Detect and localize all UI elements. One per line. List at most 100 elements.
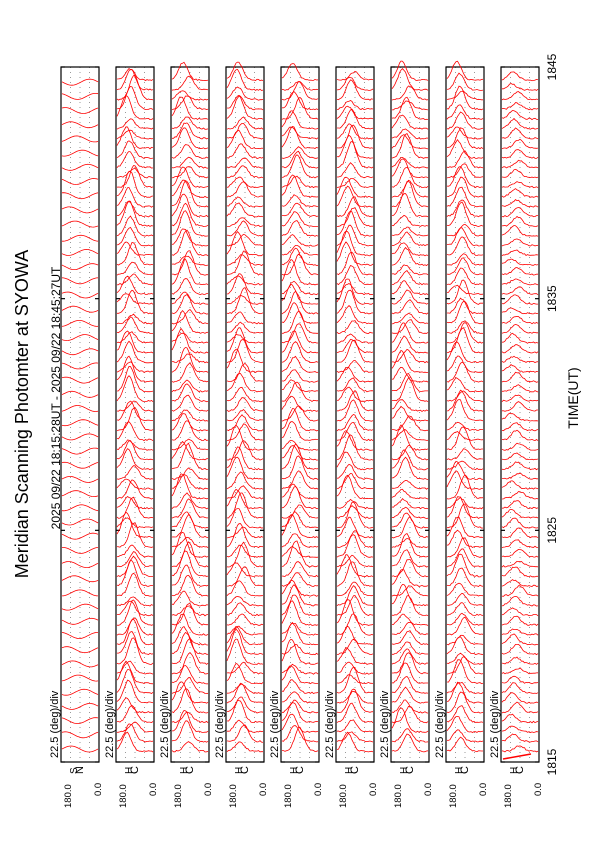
trace-line (281, 485, 319, 510)
trace-line (171, 438, 209, 451)
trace-line (171, 96, 209, 121)
trace-line (61, 745, 99, 753)
trace-line (501, 579, 539, 587)
trace-line (116, 697, 154, 714)
trace-line (116, 170, 154, 198)
trace-line (446, 300, 484, 325)
trace-line (226, 362, 264, 382)
trace-line (391, 214, 429, 227)
trace-line (336, 333, 374, 344)
trace-line (171, 383, 209, 403)
trace-line (336, 451, 374, 471)
trace-line (116, 375, 154, 403)
trace-line (172, 122, 209, 140)
trace-line (336, 320, 374, 335)
trace-line (116, 330, 154, 354)
trace-line (446, 681, 484, 704)
trace-line (171, 202, 209, 228)
trace-line (116, 555, 153, 577)
trace-line (171, 550, 209, 577)
panel-traces (501, 71, 539, 760)
trace-line (391, 707, 429, 733)
trace-line (336, 731, 374, 743)
trace-line (501, 315, 539, 325)
trace-line (446, 138, 484, 159)
panel-2: 22.5 (deg)/div 180.0 0.0 CH (104, 66, 159, 808)
trace-line (61, 121, 99, 129)
trace-line (391, 699, 429, 714)
trace-line (116, 440, 154, 461)
trace-line (171, 590, 209, 607)
panel-traces (336, 70, 374, 753)
x-tick-label: 1815 (545, 748, 559, 775)
trace-line (61, 561, 99, 569)
trace-line (281, 146, 319, 159)
trace-line (116, 241, 153, 256)
trace-line (501, 207, 539, 218)
trace-line (336, 430, 374, 451)
trace-line (281, 679, 319, 694)
trace-line (446, 592, 484, 606)
trace-line (61, 660, 99, 668)
trace-line (446, 126, 483, 140)
trace-line (116, 407, 154, 432)
trace-line (226, 348, 264, 373)
trace-line (336, 434, 374, 461)
trace-line (281, 511, 319, 529)
trace-line (281, 533, 319, 548)
trace-line (446, 279, 484, 305)
panel-3: 22.5 (deg)/div 180.0 0.0 CH (159, 61, 214, 808)
trace-line (61, 419, 99, 427)
trace-line (171, 144, 209, 159)
trace-line (501, 394, 539, 402)
trace-line (392, 641, 428, 655)
trace-line (391, 479, 429, 490)
trace-line (281, 699, 319, 714)
trace-line (391, 322, 429, 344)
trace-line (61, 504, 99, 512)
trace-line (61, 163, 99, 171)
trace-line (336, 516, 374, 539)
trace-line (116, 495, 154, 510)
panel-scale-label: 22.5 (deg)/div (379, 690, 391, 758)
trace-line (226, 683, 264, 694)
trace-line (336, 70, 374, 81)
trace-line (392, 415, 428, 432)
trace-line (281, 504, 319, 519)
panel-scale-label: 22.5 (deg)/div (214, 690, 226, 758)
trace-line (336, 359, 374, 373)
trace-line (226, 94, 264, 111)
trace-line (391, 156, 428, 169)
trace-line (281, 445, 319, 461)
trace-line (226, 220, 264, 237)
trace-line (501, 355, 539, 363)
trace-line (61, 447, 99, 455)
panel-channel-label: C (129, 766, 141, 774)
trace-line (446, 111, 484, 130)
trace-line (391, 405, 429, 422)
trace-line (446, 553, 484, 578)
trace-line (226, 86, 264, 101)
panel-ymax-label: 180.0 (448, 784, 459, 808)
trace-line (281, 421, 318, 441)
trace-line (226, 294, 264, 305)
trace-line (116, 242, 154, 266)
trace-line (62, 547, 99, 554)
panel-scale-label: 22.5 (deg)/div (324, 690, 336, 758)
trace-line (281, 369, 319, 383)
trace-line (171, 308, 209, 325)
trace-line (171, 332, 209, 344)
trace-line (391, 270, 429, 286)
trace-line (171, 514, 209, 538)
trace-line (281, 702, 319, 723)
trace-line (61, 149, 99, 157)
trace-line (116, 679, 154, 704)
panel-scale-label: 22.5 (deg)/div (269, 690, 281, 758)
trace-line (446, 236, 484, 256)
panel-channel-label: C (239, 766, 251, 774)
trace-line (446, 186, 484, 208)
trace-line (226, 541, 264, 568)
trace-line (281, 126, 319, 149)
trace-line (501, 168, 539, 179)
trace-line (171, 492, 209, 510)
